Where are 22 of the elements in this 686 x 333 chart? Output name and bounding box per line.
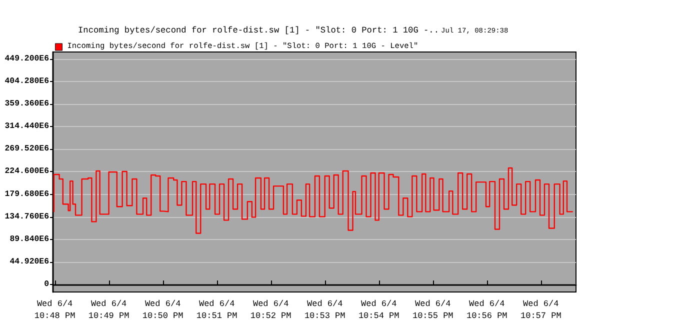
x-tick-label: Wed 6/4 10:57 PM — [520, 299, 562, 321]
chart-title: Incoming bytes/second for rolfe-dist.sw [1] - "Slot: 0 Port: 1 10G -.. — [78, 26, 439, 36]
x-tick-label: Wed 6/4 10:52 PM — [250, 299, 292, 321]
y-tick-label: 404.280E6 — [4, 76, 50, 86]
x-tick-label: Wed 6/4 10:51 PM — [196, 299, 238, 321]
y-tick-label: 449.200E6 — [4, 54, 50, 64]
y-tick-label: 314.440E6 — [4, 122, 50, 132]
y-tick-label: 269.520E6 — [4, 144, 50, 154]
x-tick-label: Wed 6/4 10:55 PM — [412, 299, 454, 321]
y-tick-label: 224.600E6 — [4, 167, 50, 176]
y-tick-label: 134.760E6 — [4, 212, 50, 222]
x-tick-label: Wed 6/4 10:49 PM — [88, 299, 130, 321]
x-tick-label: Wed 6/4 10:56 PM — [466, 299, 508, 321]
y-tick-label: 0 — [44, 280, 50, 289]
y-tick-label: 359.360E6 — [4, 100, 50, 109]
x-tick-label: Wed 6/4 10:48 PM — [34, 299, 76, 321]
y-tick-label: 44.920E6 — [10, 257, 50, 266]
y-tick-label: 179.680E6 — [4, 190, 50, 199]
y-tick-label: 89.840E6 — [10, 234, 50, 244]
x-tick-label: Wed 6/4 10:50 PM — [142, 299, 184, 321]
x-tick-label: Wed 6/4 10:53 PM — [304, 299, 346, 321]
x-tick-label: Wed 6/4 10:54 PM — [358, 299, 400, 321]
